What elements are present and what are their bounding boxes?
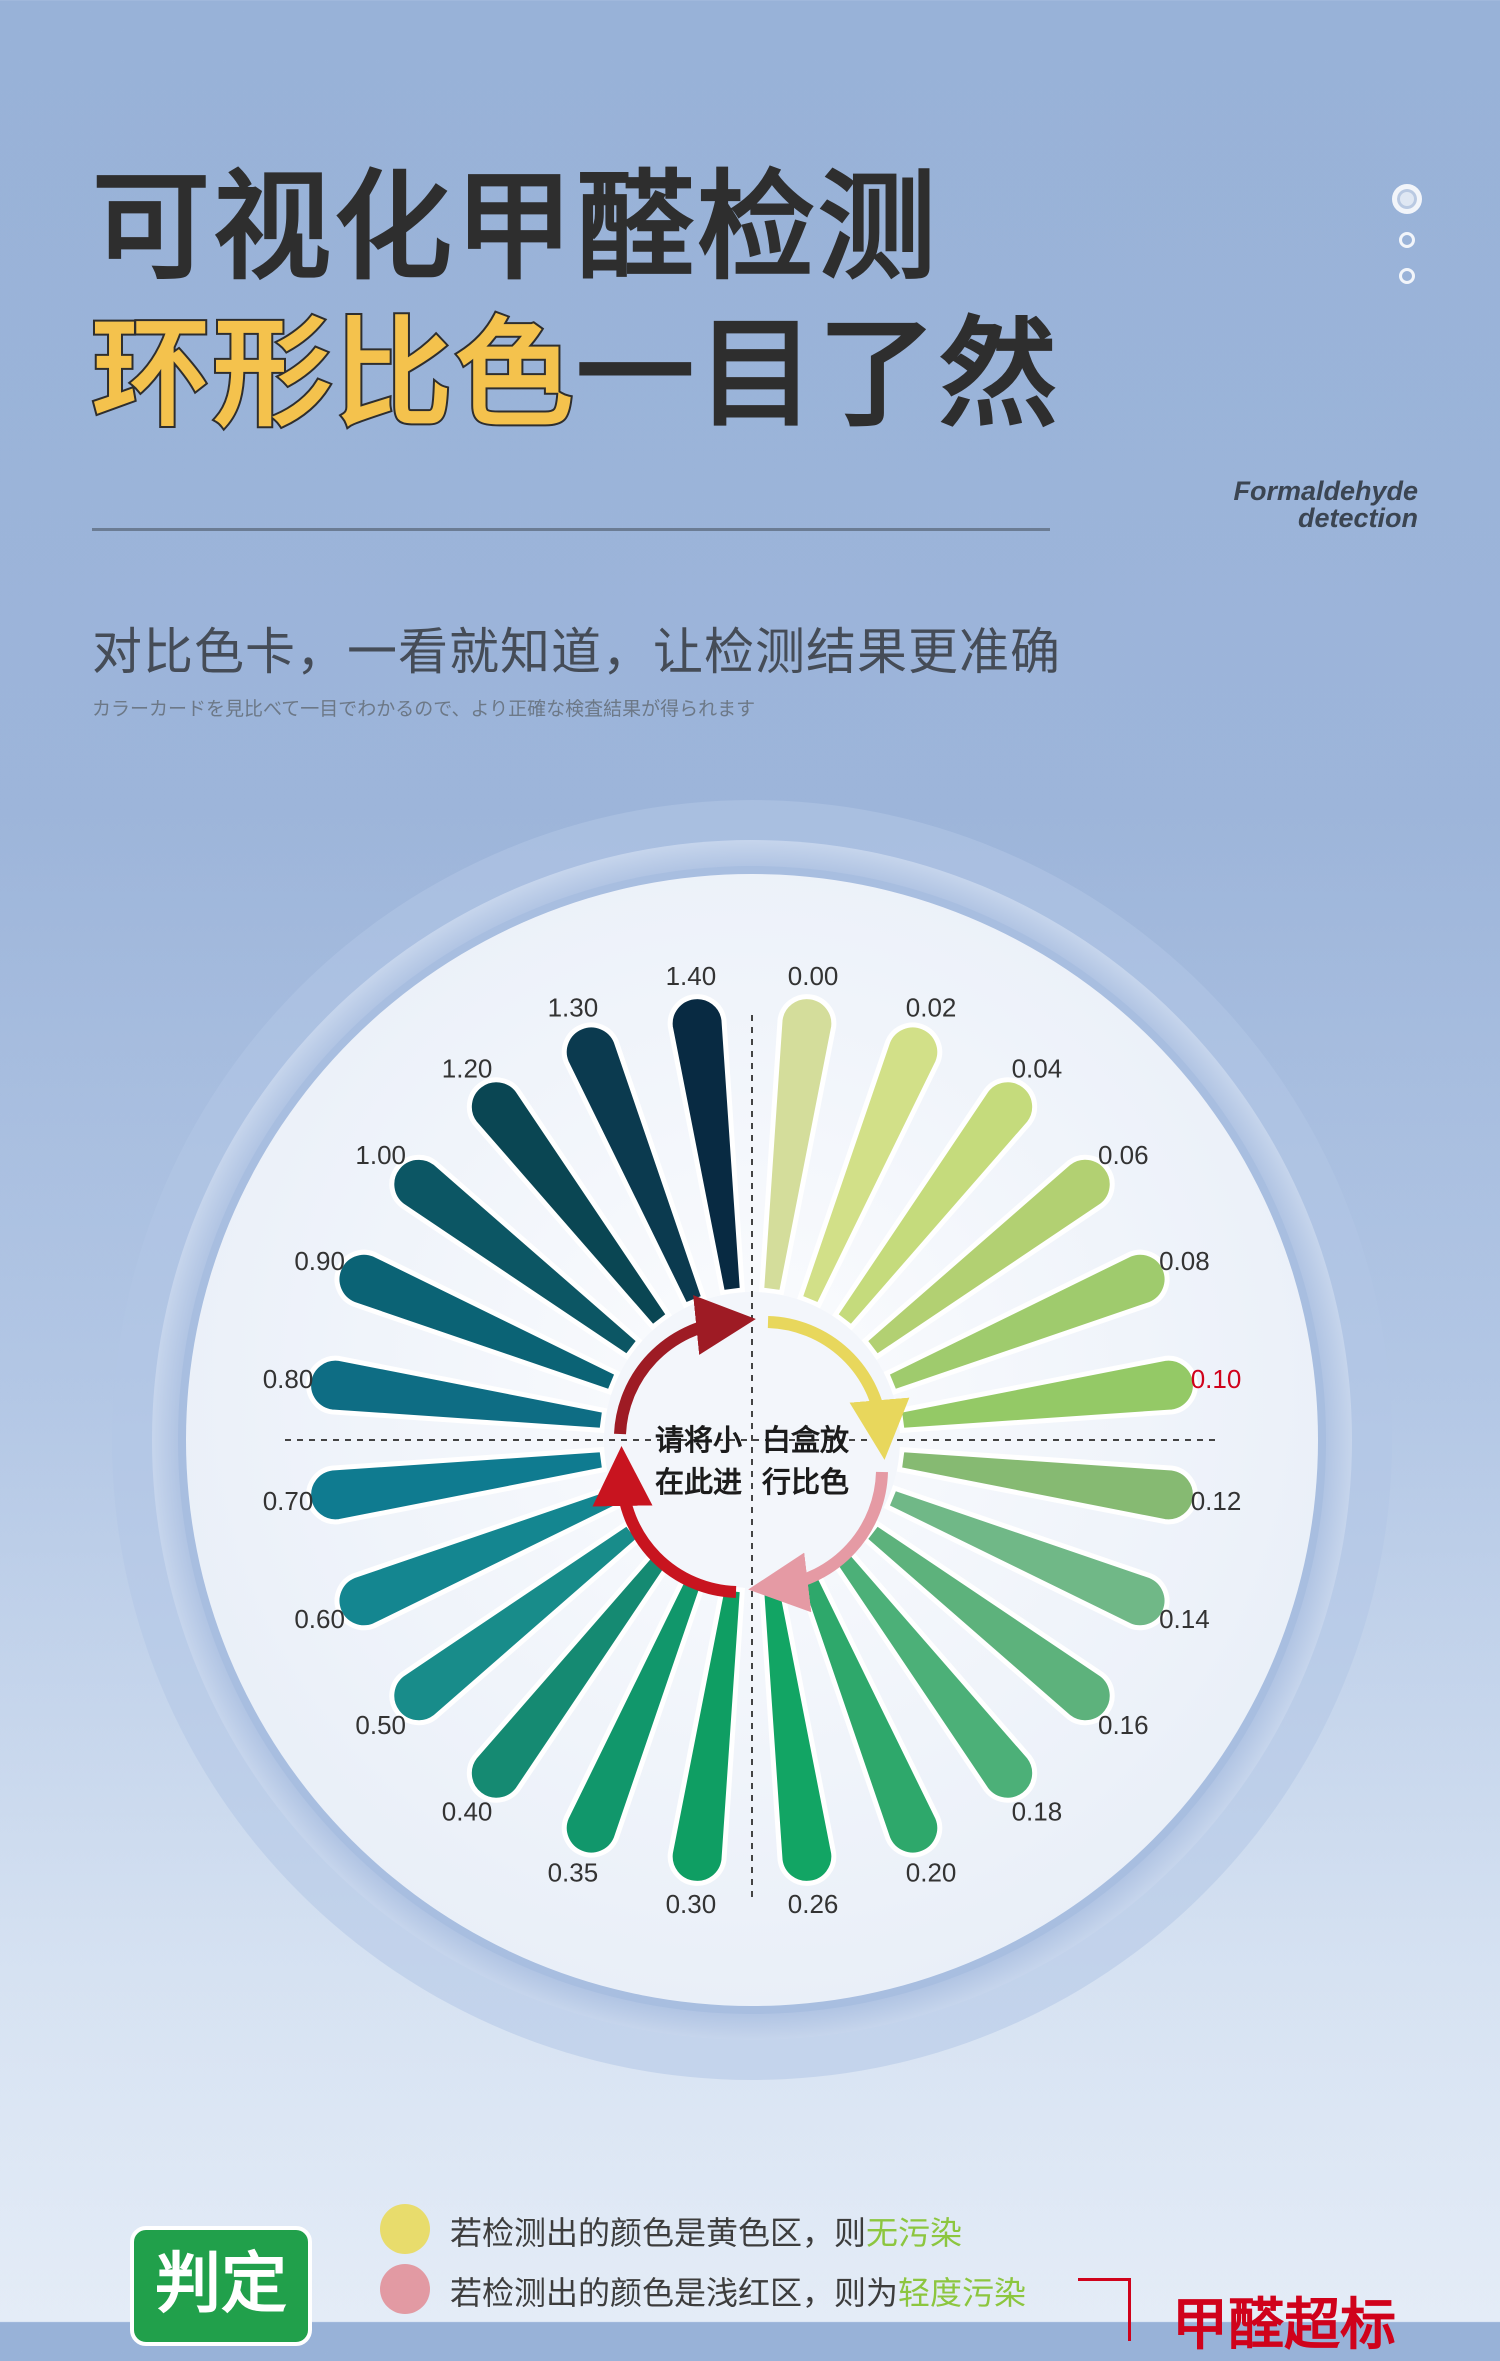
petal-0.00 xyxy=(759,994,837,1296)
petal-0.10 xyxy=(896,1355,1198,1433)
petal-0.16 xyxy=(861,1519,1115,1726)
petal-label-0.20: 0.20 xyxy=(906,1857,957,1887)
petal-label-0.70: 0.70 xyxy=(263,1486,314,1516)
petal-label-0.00: 0.00 xyxy=(788,961,839,991)
petal-label-0.02: 0.02 xyxy=(906,993,957,1023)
page-dot[interactable] xyxy=(1399,268,1415,284)
petal-0.02 xyxy=(797,1022,943,1309)
title-highlight: 环形比色 xyxy=(90,305,577,443)
title-rest: 一目了然 xyxy=(576,305,1061,443)
petal-label-1.30: 1.30 xyxy=(548,993,599,1023)
petal-label-0.50: 0.50 xyxy=(355,1710,406,1740)
petal-0.70 xyxy=(306,1447,608,1525)
judgement-badge: 判定 xyxy=(130,2226,312,2346)
title-line2: 环形比色一目了然 xyxy=(90,313,1060,435)
petal-0.35 xyxy=(561,1571,707,1858)
legend-sentence: 若检测出的颜色是黄色区，则 xyxy=(450,2214,867,2252)
legend-sentence: 若检测出的颜色是浅红区，则为 xyxy=(450,2274,899,2312)
legend-emphasis: 轻度污染 xyxy=(898,2274,1027,2312)
petal-1.00 xyxy=(389,1154,643,1361)
petal-label-0.04: 0.04 xyxy=(1012,1054,1063,1084)
legend-text: 若检测出的颜色是黄色区，则无污染 xyxy=(450,2208,962,2254)
petal-0.14 xyxy=(883,1485,1170,1631)
petal-1.40 xyxy=(667,994,745,1296)
petal-0.12 xyxy=(896,1447,1198,1525)
english-caption: Formaldehyde detection xyxy=(1233,478,1418,532)
verdict-text: 甲醛超标 xyxy=(1172,2293,1396,2358)
petal-0.18 xyxy=(831,1549,1038,1803)
english-caption-line1: Formaldehyde xyxy=(1233,476,1418,506)
center-text-1: 请将小 xyxy=(655,1423,742,1457)
petal-label-0.16: 0.16 xyxy=(1098,1710,1149,1740)
petal-0.90 xyxy=(334,1249,621,1395)
legend-emphasis: 无污染 xyxy=(866,2214,963,2252)
petal-1.20 xyxy=(466,1077,673,1331)
subtitle-japanese: カラーカードを見比べて一目でわかるので、より正確な検査結果が得られます xyxy=(92,698,756,720)
petal-label-0.08: 0.08 xyxy=(1159,1246,1210,1276)
arrow-bottom-right xyxy=(748,1471,888,1613)
page-dot-active[interactable] xyxy=(1392,184,1422,214)
arrow-top-left xyxy=(614,1295,756,1435)
petal-label-0.06: 0.06 xyxy=(1098,1140,1149,1170)
petal-label-0.12: 0.12 xyxy=(1191,1486,1242,1516)
center-text-4: 行比色 xyxy=(761,1465,849,1499)
petal-0.40 xyxy=(466,1549,673,1803)
yellow-swatch xyxy=(380,2204,430,2254)
petal-label-0.10: 0.10 xyxy=(1191,1364,1242,1394)
petal-1.30 xyxy=(561,1022,707,1309)
petal-label-0.30: 0.30 xyxy=(666,1889,717,1919)
petal-label-1.00: 1.00 xyxy=(355,1140,406,1170)
center-text-3: 在此进 xyxy=(655,1465,742,1499)
pink-swatch xyxy=(380,2264,430,2314)
petal-0.60 xyxy=(334,1485,621,1631)
petal-0.80 xyxy=(306,1355,608,1433)
petal-label-0.80: 0.80 xyxy=(263,1364,314,1394)
petal-label-1.40: 1.40 xyxy=(666,961,717,991)
legend-text: 若检测出的颜色是浅红区，则为轻度污染 xyxy=(450,2268,1026,2314)
petal-0.04 xyxy=(831,1077,1038,1331)
petal-0.06 xyxy=(861,1154,1115,1361)
petal-label-0.18: 0.18 xyxy=(1012,1796,1063,1826)
page-dot[interactable] xyxy=(1399,232,1415,248)
arrow-top-right xyxy=(767,1316,910,1460)
petal-label-0.35: 0.35 xyxy=(548,1857,599,1887)
petal-0.20 xyxy=(797,1571,943,1858)
arrow-bottom-left xyxy=(592,1446,737,1598)
petal-0.50 xyxy=(389,1519,643,1726)
petal-group xyxy=(306,994,1198,1886)
english-caption-line2: detection xyxy=(1297,503,1418,533)
center-text-2: 白盒放 xyxy=(762,1423,850,1457)
petal-label-group: 0.00 0.02 0.04 0.06 0.08 0.10 0.12 0.14 0.16 0.18… xyxy=(263,961,1242,1919)
petal-0.30 xyxy=(667,1584,745,1886)
petal-0.08 xyxy=(883,1249,1170,1395)
petal-label-1.20: 1.20 xyxy=(442,1054,493,1084)
petal-label-0.26: 0.26 xyxy=(788,1889,839,1919)
petal-label-0.14: 0.14 xyxy=(1159,1604,1210,1634)
petal-label-0.60: 0.60 xyxy=(294,1604,345,1634)
petal-label-0.40: 0.40 xyxy=(442,1796,493,1826)
subtitle: 对比色卡，一看就知道，让检测结果更准确 xyxy=(92,623,1061,681)
title-line1: 可视化甲醛检测 xyxy=(92,158,940,296)
petal-label-0.90: 0.90 xyxy=(294,1246,345,1276)
petal-0.26 xyxy=(759,1584,837,1886)
title-divider xyxy=(92,528,1050,531)
verdict-bracket xyxy=(1078,2278,1131,2341)
